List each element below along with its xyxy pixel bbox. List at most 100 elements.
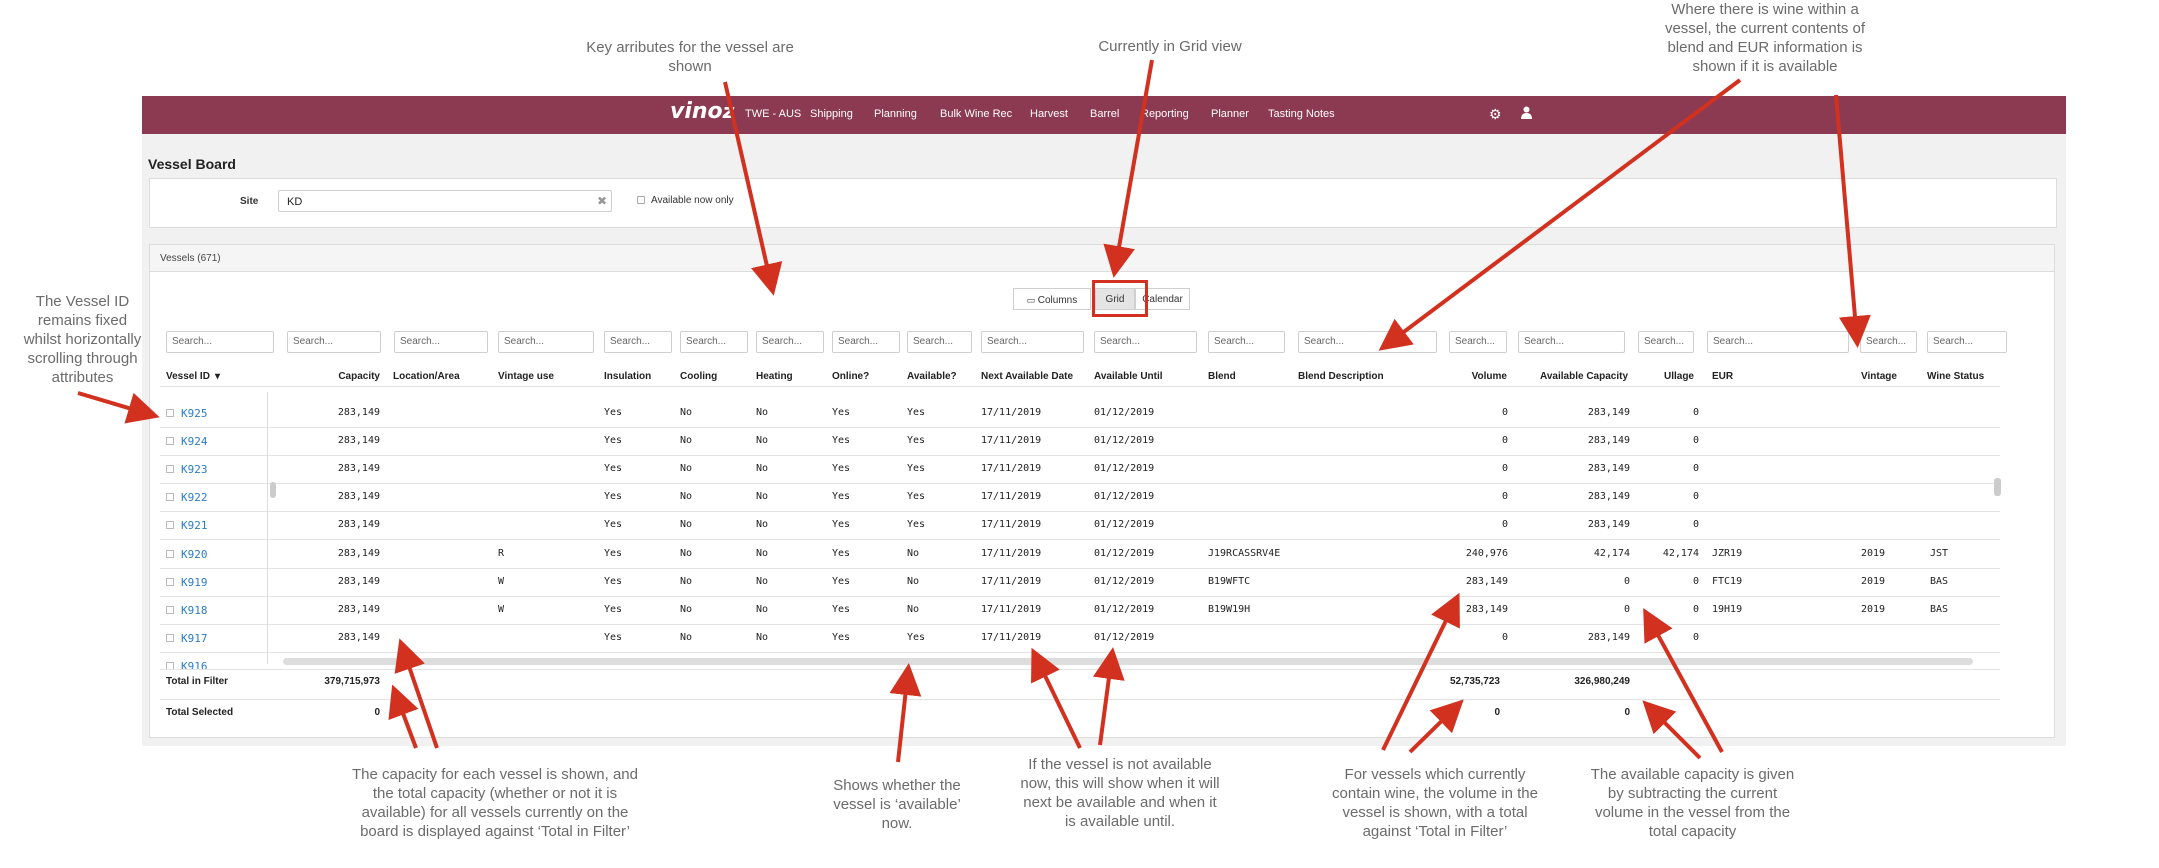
table-cell: Yes (604, 463, 623, 475)
column-search-input[interactable]: Search... (498, 331, 594, 353)
nav-planner[interactable]: Planner (1211, 108, 1249, 120)
row-checkbox[interactable] (166, 437, 174, 446)
column-search-input[interactable]: Search... (1707, 331, 1849, 353)
table-cell: No (680, 463, 693, 475)
table-cell: 0 (1692, 603, 1699, 615)
column-search-input[interactable]: Search... (981, 331, 1084, 353)
company-selector[interactable]: TWE - AUS (745, 108, 802, 120)
row-checkbox[interactable] (166, 521, 174, 530)
nav-planning[interactable]: Planning (874, 108, 917, 120)
column-header[interactable]: Ullage (1663, 371, 1694, 382)
sort-desc-icon[interactable]: ▾ (215, 371, 221, 382)
nav-tasting-notes[interactable]: Tasting Notes (1268, 108, 1335, 120)
fixed-column-scrollbar[interactable] (270, 482, 276, 498)
table-cell: No (756, 631, 769, 643)
site-input[interactable]: KD (278, 190, 612, 212)
table-cell: 283,149 (1587, 491, 1630, 503)
column-header[interactable]: Blend Description (1298, 371, 1384, 382)
row-checkbox[interactable] (166, 493, 174, 502)
column-header[interactable]: Location/Area (393, 371, 460, 382)
grid-button-highlight (1092, 280, 1148, 317)
nav-shipping[interactable]: Shipping (810, 108, 853, 120)
column-header[interactable]: Insulation (604, 371, 652, 382)
row-checkbox[interactable] (166, 549, 174, 558)
table-cell: FTC19 (1712, 575, 1743, 587)
table-cell: No (756, 519, 769, 531)
nav-reporting[interactable]: Reporting (1141, 108, 1189, 120)
vessel-id-link[interactable]: K923 (181, 463, 208, 477)
calendar-button[interactable]: Calendar (1135, 288, 1190, 310)
row-checkbox[interactable] (166, 577, 174, 586)
arrow-next-date (1031, 647, 1082, 749)
vessel-id-link[interactable]: K920 (181, 547, 208, 561)
table-cell: Yes (604, 519, 623, 531)
column-header[interactable]: Volume (1471, 371, 1507, 382)
clear-icon[interactable]: ✖ (597, 194, 608, 208)
column-search-input[interactable]: Search... (1208, 331, 1285, 353)
gear-icon[interactable]: ⚙ (1489, 106, 1502, 122)
column-search-input[interactable]: Search... (394, 331, 488, 353)
user-icon[interactable] (1521, 106, 1532, 122)
grid-button[interactable]: Grid (1095, 288, 1135, 310)
row-checkbox[interactable] (166, 465, 174, 474)
column-search-input[interactable]: Search... (1518, 331, 1625, 353)
column-search-input[interactable]: Search... (1927, 331, 2007, 353)
nav-bulk-wine-rec[interactable]: Bulk Wine Rec (940, 108, 1013, 120)
column-header[interactable]: Vessel ID (166, 371, 210, 382)
vessel-id-link[interactable]: K922 (181, 491, 208, 505)
table-cell: 17/11/2019 (981, 631, 1042, 643)
table-cell: Yes (832, 407, 851, 418)
nav-harvest[interactable]: Harvest (1030, 108, 1068, 120)
column-header[interactable]: Available Capacity (1540, 371, 1629, 382)
total-filter-volume: 52,735,723 (1449, 676, 1500, 687)
column-search-input[interactable]: Search... (604, 331, 672, 353)
vessel-id-link[interactable]: K924 (181, 435, 208, 449)
arrow-volume-row (1381, 592, 1460, 751)
row-checkbox[interactable] (166, 605, 174, 614)
column-header[interactable]: EUR (1712, 371, 1734, 382)
table-cell: Yes (832, 575, 851, 587)
column-search-input[interactable]: Search... (166, 331, 274, 353)
table-cell: 01/12/2019 (1094, 631, 1155, 643)
table-cell: Yes (832, 491, 851, 503)
column-search-input[interactable]: Search... (756, 331, 824, 353)
vinoz-logo[interactable]: vinoz (670, 99, 734, 124)
annotation-wine-contents: Where there is wine within a vessel, the… (1664, 1, 1866, 75)
columns-button[interactable]: ▭ Columns (1013, 288, 1091, 310)
vessel-id-link[interactable]: K919 (181, 575, 208, 589)
column-search-input[interactable]: Search... (832, 331, 900, 353)
table-cell: 0 (1501, 491, 1508, 503)
column-search-input[interactable]: Search... (907, 331, 972, 353)
table-cell: Yes (832, 519, 851, 531)
vessel-id-link[interactable]: K918 (181, 603, 208, 617)
table-cell: 17/11/2019 (981, 575, 1042, 587)
vessel-id-link[interactable]: K921 (181, 519, 208, 533)
horizontal-scrollbar[interactable] (283, 658, 1973, 665)
column-header[interactable]: Heating (756, 371, 793, 382)
column-search-input[interactable]: Search... (287, 331, 381, 353)
column-header[interactable]: Vintage (1861, 371, 1897, 382)
column-header[interactable]: Cooling (680, 371, 718, 382)
table-cell: 0 (1501, 407, 1508, 418)
table-cell: 17/11/2019 (981, 491, 1042, 503)
column-header[interactable]: Next Available Date (981, 371, 1074, 382)
row-checkbox[interactable] (166, 409, 174, 417)
nav-barrel[interactable]: Barrel (1090, 108, 1120, 120)
column-header[interactable]: Capacity (338, 371, 380, 382)
column-header[interactable]: Vintage use (498, 371, 554, 382)
column-search-input[interactable]: Search... (1638, 331, 1694, 353)
column-search-input[interactable]: Search... (1449, 331, 1507, 353)
column-header[interactable]: Online? (832, 371, 870, 382)
column-header[interactable]: Available? (907, 371, 957, 382)
vertical-scrollbar[interactable] (1994, 478, 2001, 496)
vessel-id-link[interactable]: K917 (181, 631, 208, 645)
available-now-checkbox[interactable] (637, 196, 645, 204)
row-checkbox[interactable] (166, 633, 174, 642)
column-search-input[interactable]: Search... (680, 331, 748, 353)
table-cell: W (498, 575, 505, 587)
column-header[interactable]: Wine Status (1927, 371, 1985, 382)
column-header[interactable]: Blend (1208, 371, 1236, 382)
column-search-input[interactable]: Search... (1094, 331, 1197, 353)
vessel-id-link[interactable]: K925 (181, 407, 208, 420)
column-header[interactable]: Available Until (1094, 371, 1163, 382)
